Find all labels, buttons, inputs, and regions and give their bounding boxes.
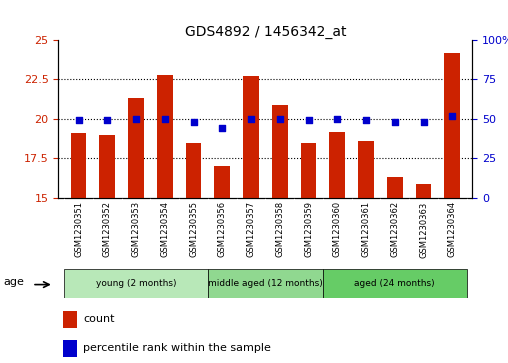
Point bbox=[247, 116, 255, 122]
Bar bbox=[208, 269, 323, 298]
Title: GDS4892 / 1456342_at: GDS4892 / 1456342_at bbox=[185, 25, 346, 39]
Text: GSM1230351: GSM1230351 bbox=[74, 201, 83, 257]
Bar bbox=[272, 105, 288, 198]
Bar bbox=[100, 135, 115, 198]
Bar bbox=[323, 269, 467, 298]
Point bbox=[218, 126, 227, 131]
Point bbox=[304, 118, 312, 123]
Text: GSM1230353: GSM1230353 bbox=[132, 201, 141, 257]
Text: GSM1230363: GSM1230363 bbox=[419, 201, 428, 258]
Point bbox=[103, 118, 111, 123]
Text: GSM1230357: GSM1230357 bbox=[246, 201, 256, 257]
Point bbox=[189, 119, 198, 125]
Text: GSM1230352: GSM1230352 bbox=[103, 201, 112, 257]
Bar bbox=[444, 53, 460, 198]
Text: GSM1230361: GSM1230361 bbox=[362, 201, 370, 257]
Bar bbox=[62, 311, 77, 328]
Text: GSM1230354: GSM1230354 bbox=[161, 201, 169, 257]
Text: age: age bbox=[3, 277, 24, 287]
Text: percentile rank within the sample: percentile rank within the sample bbox=[83, 343, 271, 354]
Text: middle aged (12 months): middle aged (12 months) bbox=[208, 279, 323, 287]
Point bbox=[161, 116, 169, 122]
Bar bbox=[387, 177, 403, 198]
Point bbox=[362, 118, 370, 123]
Text: GSM1230360: GSM1230360 bbox=[333, 201, 342, 257]
Bar bbox=[329, 131, 345, 198]
Point bbox=[420, 119, 428, 125]
Bar bbox=[64, 269, 208, 298]
Text: count: count bbox=[83, 314, 115, 325]
Point bbox=[132, 116, 140, 122]
Text: young (2 months): young (2 months) bbox=[96, 279, 176, 287]
Text: GSM1230356: GSM1230356 bbox=[218, 201, 227, 257]
Bar bbox=[214, 166, 230, 198]
Text: aged (24 months): aged (24 months) bbox=[355, 279, 435, 287]
Bar bbox=[128, 98, 144, 198]
Text: GSM1230355: GSM1230355 bbox=[189, 201, 198, 257]
Bar bbox=[416, 184, 431, 198]
Bar bbox=[358, 141, 374, 198]
Point bbox=[276, 116, 284, 122]
Bar bbox=[185, 143, 202, 198]
Bar bbox=[243, 76, 259, 198]
Text: GSM1230359: GSM1230359 bbox=[304, 201, 313, 257]
Point bbox=[333, 116, 341, 122]
Bar bbox=[157, 75, 173, 198]
Bar bbox=[62, 340, 77, 357]
Bar bbox=[301, 143, 316, 198]
Text: GSM1230364: GSM1230364 bbox=[448, 201, 457, 257]
Point bbox=[391, 119, 399, 125]
Text: GSM1230362: GSM1230362 bbox=[390, 201, 399, 257]
Point bbox=[75, 118, 83, 123]
Bar bbox=[71, 133, 86, 198]
Point bbox=[448, 113, 456, 119]
Text: GSM1230358: GSM1230358 bbox=[275, 201, 284, 257]
